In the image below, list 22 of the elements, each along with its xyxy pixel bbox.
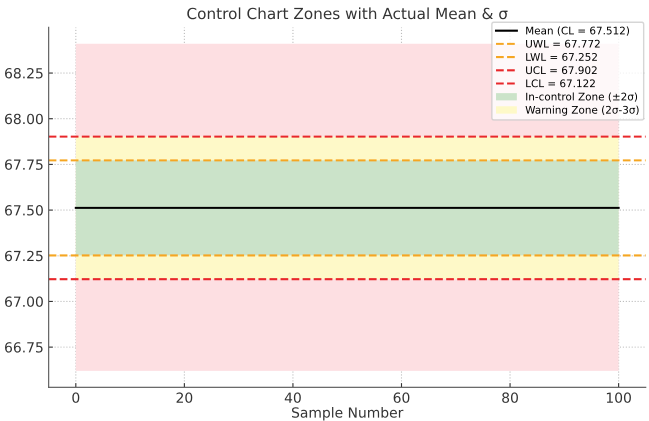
chart-title: Control Chart Zones with Actual Mean & σ [187,7,508,20]
y-tick-label: 66.75 [5,342,43,353]
legend-label: LCL = 67.122 [526,79,595,88]
legend-label: UCL = 67.902 [526,66,597,74]
legend-label: UWL = 67.772 [526,40,600,48]
x-tick-label: 20 [176,392,192,403]
x-tick-label: 0 [72,392,80,403]
legend-label: Warning Zone (2σ-3σ) [526,106,639,116]
legend-label: LWL = 67.252 [526,53,597,61]
y-tick-label: 68.25 [5,68,43,79]
x-axis-title: Sample Number [292,407,404,420]
y-tick-label: 67.00 [5,296,43,307]
legend-label: Mean (CL = 67.512) [526,26,629,36]
x-tick-label: 80 [502,392,518,403]
x-tick-label: 40 [284,392,301,403]
y-tick-label: 68.00 [5,114,43,124]
x-tick-label: 100 [606,392,631,403]
y-tick-label: 67.75 [5,159,43,170]
legend-label: In-control Zone (±2σ) [526,92,638,102]
x-tick-label: 60 [394,392,410,403]
y-tick-label: 67.25 [5,250,43,262]
y-tick-label: 67.50 [5,205,43,216]
